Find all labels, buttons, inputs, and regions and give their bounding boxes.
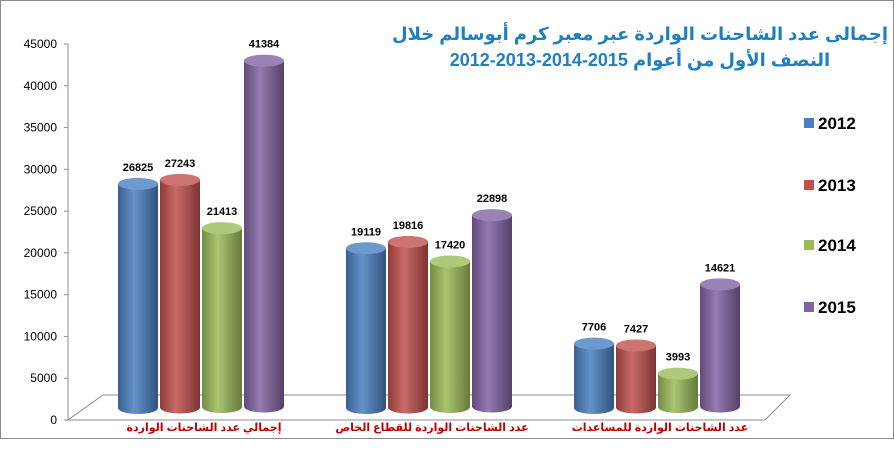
legend-label: 2015: [818, 298, 856, 317]
category-label: عدد الشاحنات الواردة للمساعدات: [572, 422, 749, 434]
bar-top: [388, 235, 428, 248]
legend-item-2013: 2013: [804, 176, 856, 195]
category-labels: إجمالي عدد الشاحنات الواردة عدد الشاحنات …: [126, 422, 748, 434]
bar-2012-2: 19119: [346, 226, 386, 414]
bar-body: [244, 60, 284, 413]
y-tick-label: 10000: [24, 329, 58, 343]
bar-body: [346, 248, 386, 414]
legend-swatch: [804, 118, 814, 128]
y-axis-ticks: 0 5000 10000 15000 20000 25000 30000 35000 40000…: [24, 37, 68, 427]
data-label: 19119: [351, 226, 381, 238]
bar-top: [430, 255, 470, 268]
category-label: عدد الشاحنات الواردة للقطاع الخاص: [335, 422, 528, 434]
bar-2012-1: 26825: [118, 162, 158, 414]
data-label: 7706: [582, 322, 606, 334]
bar-2015-1: 41384: [244, 39, 284, 413]
legend-swatch: [804, 240, 814, 250]
bars: 26825 27243 21413 41384 19119 19816 17420 22898…: [118, 39, 740, 414]
bar-top: [658, 367, 698, 380]
bar-2014-1: 21413: [202, 206, 242, 413]
bar-body: [616, 345, 656, 414]
y-tick-label: 40000: [24, 79, 58, 93]
y-tick-label: 15000: [24, 288, 58, 302]
bar-body: [388, 241, 428, 414]
bar-2013-1: 27243: [160, 158, 200, 414]
bar-top: [202, 222, 242, 235]
bar-body: [700, 284, 740, 413]
bar-2013-3: 7427: [616, 323, 656, 414]
bar-2012-3: 7706: [574, 322, 614, 414]
chart-title: إجمالى عدد الشاحنات الواردة عبر معبر كرم…: [392, 22, 888, 71]
data-label: 22898: [477, 193, 508, 205]
y-tick-label: 35000: [24, 121, 58, 135]
bar-top: [244, 54, 284, 67]
bar-2013-2: 19816: [388, 220, 428, 414]
bar-body: [574, 343, 614, 414]
y-tick-label: 30000: [24, 162, 58, 176]
legend-item-2015: 2015: [804, 298, 856, 317]
y-tick-label: 45000: [24, 37, 58, 51]
data-label: 3993: [666, 352, 690, 364]
legend-swatch: [804, 302, 814, 312]
data-label: 41384: [249, 39, 280, 51]
data-label: 27243: [165, 158, 196, 170]
bar-body: [472, 215, 512, 413]
legend-item-2012: 2012: [804, 114, 856, 133]
y-tick-label: 25000: [24, 204, 58, 218]
chart-title-line2: النصف الأول من أعوام 2015-2014-2013-2012: [450, 48, 830, 71]
y-tick-label: 5000: [30, 371, 57, 385]
bar-top: [700, 278, 740, 291]
bar-2015-2: 22898: [472, 193, 512, 413]
bar-top: [160, 173, 200, 186]
bar-body: [202, 228, 242, 413]
bar-top: [574, 337, 614, 350]
legend-label: 2014: [818, 236, 856, 255]
bar-top: [118, 177, 158, 190]
data-label: 26825: [123, 162, 154, 174]
bar-2015-3: 14621: [700, 262, 740, 413]
bar-top: [346, 242, 386, 255]
bar-body: [658, 373, 698, 413]
data-label: 7427: [624, 323, 648, 335]
bar-top: [472, 209, 512, 222]
legend-label: 2012: [818, 114, 856, 133]
legend-item-2014: 2014: [804, 236, 856, 255]
legend: 2012 2013 2014 2015: [804, 114, 856, 317]
chart-title-line1: إجمالى عدد الشاحنات الواردة عبر معبر كرم…: [392, 22, 888, 45]
bar-body: [160, 179, 200, 414]
bar-2014-2: 17420: [430, 239, 470, 413]
bar-2014-3: 3993: [658, 352, 698, 413]
bar-top: [616, 339, 656, 352]
data-label: 19816: [393, 220, 424, 232]
data-label: 17420: [435, 239, 466, 251]
data-label: 21413: [207, 206, 238, 218]
legend-label: 2013: [818, 176, 856, 195]
bar-body: [430, 261, 470, 413]
legend-swatch: [804, 180, 814, 190]
data-label: 14621: [705, 262, 736, 274]
bar-body: [118, 183, 158, 414]
y-tick-label: 20000: [24, 246, 58, 260]
category-label: إجمالي عدد الشاحنات الواردة: [126, 422, 281, 434]
y-tick-label: 0: [50, 413, 57, 427]
